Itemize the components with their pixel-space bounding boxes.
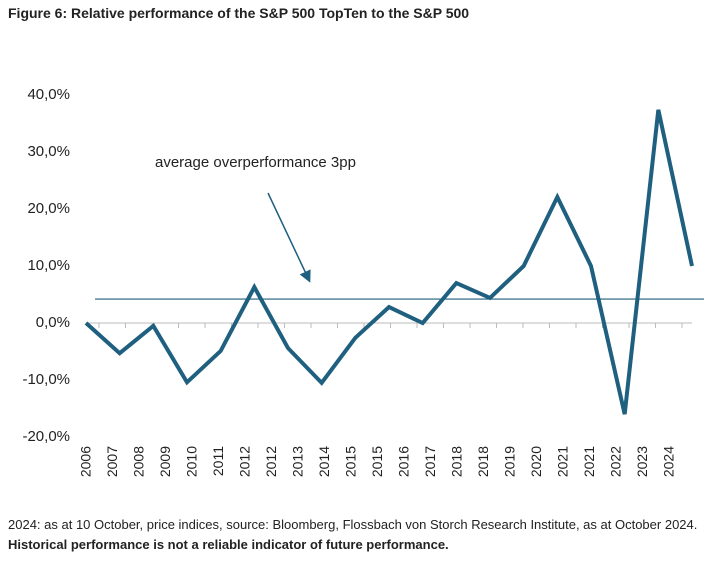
x-tick-label: 2016 [396, 446, 412, 477]
x-tick-label: 2010 [184, 446, 200, 477]
x-tick-label: 2024 [661, 446, 677, 477]
x-tick-label: 2013 [290, 446, 306, 477]
footnote-text: 2024: as at 10 October, price indices, s… [8, 517, 698, 532]
y-tick-label: 20,0% [27, 200, 70, 217]
x-tick-label: 2019 [502, 446, 518, 477]
x-tick-label: 2017 [422, 446, 438, 477]
chart: average overperformance 3pp -20,0% -10,0%… [22, 86, 704, 477]
x-tick-label: 2008 [131, 446, 147, 477]
footnote: 2024: as at 10 October, price indices, s… [8, 515, 720, 555]
x-tick-label: 2012 [237, 446, 253, 477]
y-tick-label: 40,0% [27, 86, 70, 103]
x-tick-label: 2015 [369, 446, 385, 477]
x-tick-label: 2014 [316, 446, 332, 477]
x-tick-label: 2018 [449, 446, 465, 477]
annotation-arrow [267, 192, 311, 283]
y-tick-label: 30,0% [27, 143, 70, 160]
x-tick-label: 2021 [555, 446, 571, 477]
x-tick-label: 2018 [475, 446, 491, 477]
x-tick-label: 2011 [210, 446, 226, 476]
x-tick-label: 2021 [581, 446, 597, 477]
x-tick-label: 2006 [78, 446, 94, 477]
x-tick-label: 2009 [157, 446, 173, 477]
chart-title: Figure 6: Relative performance of the S&… [8, 5, 470, 21]
y-tick-label: -10,0% [22, 371, 70, 388]
x-tick-label: 2020 [528, 446, 544, 477]
y-tick-label: 10,0% [27, 257, 70, 274]
x-tick-label: 2012 [263, 446, 279, 477]
y-tick-label: 0,0% [36, 314, 70, 331]
y-tick-label: -20,0% [22, 428, 70, 445]
x-tick-label: 2007 [104, 446, 120, 477]
annotation: average overperformance 3pp [155, 154, 356, 171]
x-tick-label: 2023 [634, 446, 650, 477]
footnote-bold: Historical performance is not a reliable… [8, 537, 449, 552]
x-tick-label: 2015 [343, 446, 359, 477]
x-tick-label: 2022 [608, 446, 624, 477]
data-line [84, 109, 694, 415]
